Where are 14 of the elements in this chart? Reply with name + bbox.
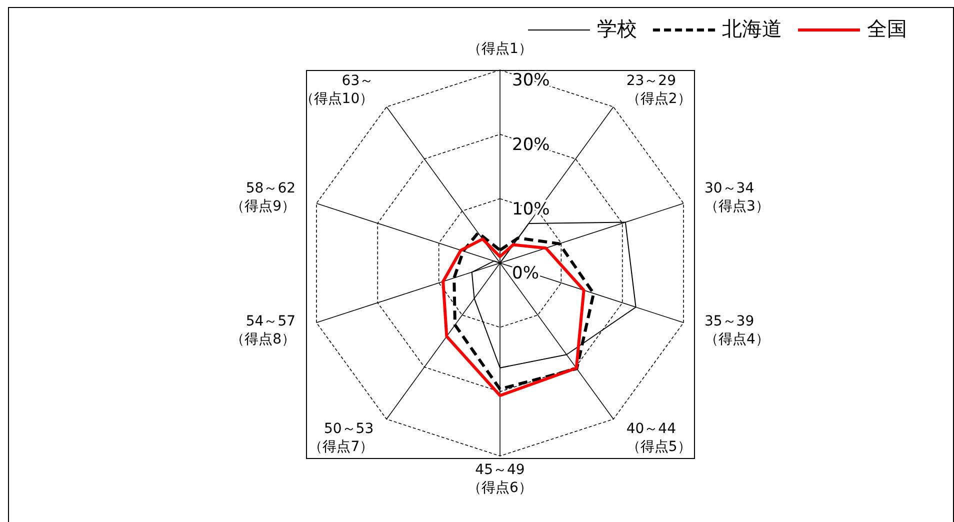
legend-label: 学校 bbox=[597, 16, 637, 40]
category-label: 58～62（得点9） bbox=[230, 180, 296, 215]
category-label: 45～49（得点6） bbox=[468, 462, 532, 496]
category-label: 35～39（得点4） bbox=[704, 313, 770, 348]
tick-label: 20% bbox=[512, 134, 550, 155]
category-label: 50～53（得点7） bbox=[308, 420, 374, 455]
legend-label: 全国 bbox=[867, 16, 907, 40]
category-label: 54～57（得点8） bbox=[230, 313, 296, 348]
category-label: （得点1） bbox=[468, 41, 532, 57]
category-label: 63～（得点10） bbox=[300, 73, 374, 108]
category-label: 40～44（得点5） bbox=[626, 420, 692, 455]
category-label: 30～34（得点3） bbox=[704, 180, 770, 215]
category-label: 23～29（得点2） bbox=[626, 73, 692, 108]
legend-label: 北海道 bbox=[722, 16, 782, 40]
